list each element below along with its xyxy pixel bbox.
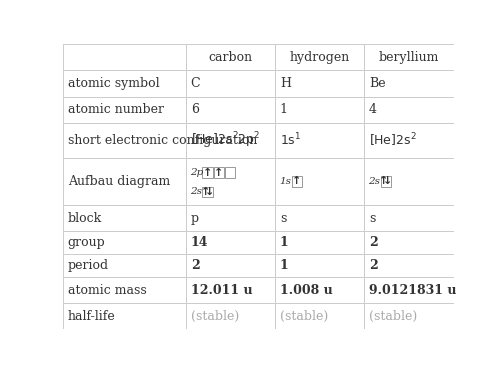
Bar — [63, 277, 186, 303]
Text: 14: 14 — [191, 236, 208, 249]
Bar — [203, 186, 213, 197]
Text: C: C — [191, 77, 201, 90]
Text: 1: 1 — [280, 236, 288, 249]
Bar — [186, 303, 275, 329]
Bar — [186, 44, 275, 70]
Bar — [225, 168, 235, 178]
Text: ↑: ↑ — [203, 168, 212, 178]
Text: ↓: ↓ — [383, 176, 393, 186]
Bar — [186, 122, 275, 158]
Text: 2s: 2s — [190, 188, 202, 196]
Text: (stable): (stable) — [191, 310, 239, 323]
Bar — [364, 231, 454, 254]
Text: (stable): (stable) — [280, 310, 328, 323]
Text: ↑: ↑ — [214, 168, 224, 178]
Text: $\rm 1s^1$: $\rm 1s^1$ — [280, 132, 301, 148]
Text: Be: Be — [369, 77, 386, 90]
Text: atomic symbol: atomic symbol — [68, 77, 159, 90]
Bar — [214, 168, 224, 178]
Bar — [364, 303, 454, 329]
Bar — [364, 158, 454, 205]
Bar — [364, 254, 454, 277]
Bar — [203, 168, 213, 178]
Text: beryllium: beryllium — [379, 51, 439, 64]
Text: 2: 2 — [369, 259, 377, 272]
Bar — [275, 303, 364, 329]
Text: half-life: half-life — [68, 310, 115, 323]
Text: 12.011 u: 12.011 u — [191, 284, 253, 297]
Bar — [275, 231, 364, 254]
Text: 1s: 1s — [279, 177, 291, 186]
Bar — [63, 122, 186, 158]
Bar — [275, 122, 364, 158]
Bar — [63, 303, 186, 329]
Text: 2p: 2p — [190, 168, 203, 177]
Text: group: group — [68, 236, 105, 249]
Bar — [186, 254, 275, 277]
Text: 9.0121831 u: 9.0121831 u — [369, 284, 456, 297]
Text: carbon: carbon — [209, 51, 253, 64]
Text: hydrogen: hydrogen — [289, 51, 350, 64]
Bar — [63, 158, 186, 205]
Text: atomic number: atomic number — [68, 103, 164, 116]
Text: H: H — [280, 77, 291, 90]
Text: p: p — [191, 212, 199, 225]
Text: $\rm [He]2s^2$: $\rm [He]2s^2$ — [369, 131, 416, 149]
Text: s: s — [280, 212, 286, 225]
Bar — [381, 176, 391, 187]
Bar — [63, 231, 186, 254]
Bar — [186, 158, 275, 205]
Text: 4: 4 — [369, 103, 377, 116]
Bar — [63, 70, 186, 97]
Text: 1: 1 — [280, 259, 288, 272]
Bar — [364, 205, 454, 231]
Text: atomic mass: atomic mass — [68, 284, 147, 297]
Text: s: s — [369, 212, 375, 225]
Bar — [275, 97, 364, 122]
Text: 1.008 u: 1.008 u — [280, 284, 333, 297]
Bar — [291, 176, 302, 187]
Text: ↑: ↑ — [292, 176, 301, 186]
Text: 2: 2 — [369, 236, 377, 249]
Bar — [63, 254, 186, 277]
Text: 2s: 2s — [368, 177, 380, 186]
Text: ↑: ↑ — [201, 187, 210, 197]
Bar — [364, 97, 454, 122]
Text: ↑: ↑ — [379, 176, 389, 186]
Bar — [364, 70, 454, 97]
Bar — [275, 254, 364, 277]
Bar — [364, 277, 454, 303]
Text: 2: 2 — [191, 259, 200, 272]
Text: block: block — [68, 212, 102, 225]
Text: short electronic configuration: short electronic configuration — [68, 134, 257, 147]
Bar — [275, 70, 364, 97]
Bar — [63, 205, 186, 231]
Bar — [186, 97, 275, 122]
Bar — [275, 205, 364, 231]
Bar — [186, 70, 275, 97]
Bar — [275, 277, 364, 303]
Text: 6: 6 — [191, 103, 199, 116]
Bar — [63, 44, 186, 70]
Text: (stable): (stable) — [369, 310, 417, 323]
Bar — [186, 205, 275, 231]
Text: 1: 1 — [280, 103, 288, 116]
Bar — [186, 277, 275, 303]
Bar — [275, 44, 364, 70]
Bar — [275, 158, 364, 205]
Text: $\rm [He]2s^22p^2$: $\rm [He]2s^22p^2$ — [191, 130, 261, 150]
Bar — [364, 122, 454, 158]
Bar — [186, 231, 275, 254]
Text: Aufbau diagram: Aufbau diagram — [68, 175, 170, 188]
Text: period: period — [68, 259, 109, 272]
Bar — [63, 97, 186, 122]
Bar — [364, 44, 454, 70]
Text: ↓: ↓ — [205, 187, 214, 197]
